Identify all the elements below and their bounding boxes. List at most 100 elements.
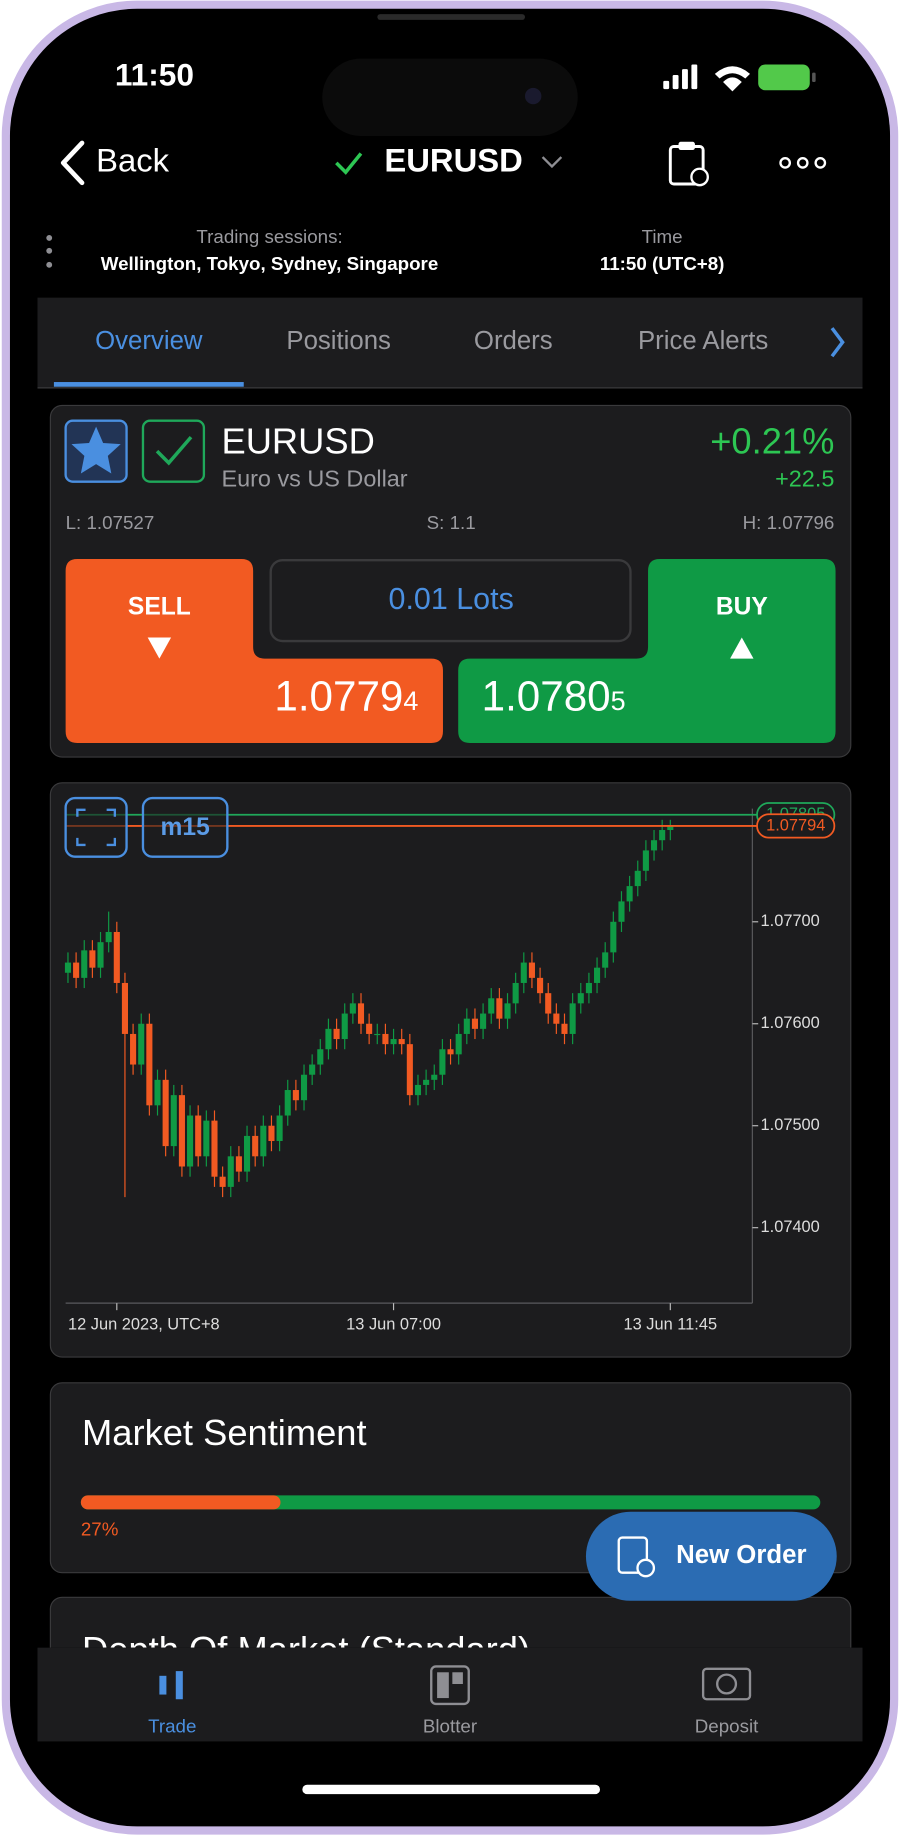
tab[interactable]: Positions <box>286 327 391 355</box>
blotter-icon <box>452 1672 463 1685</box>
deposit-tab[interactable]: Deposit <box>695 1667 759 1737</box>
timeframe-label: m15 <box>161 814 210 841</box>
candle-body <box>626 886 633 902</box>
candle-body <box>455 1033 462 1055</box>
lots-box <box>269 558 632 643</box>
price-tag-label: 1.07794 <box>766 816 825 834</box>
candle-body <box>81 950 88 978</box>
new-order-label: New Order <box>676 1541 806 1569</box>
symbol-selector[interactable]: EURUSD <box>335 142 563 179</box>
battery-icon <box>758 64 810 91</box>
candle-body <box>406 1044 413 1096</box>
candle-body <box>235 1156 242 1172</box>
deposit-icon <box>701 1667 752 1701</box>
tab[interactable]: Orders <box>474 327 553 355</box>
tab[interactable]: Price Alerts <box>638 327 768 355</box>
candle-body <box>512 982 519 1004</box>
candle-body <box>195 1115 202 1157</box>
new-order-plus <box>636 1558 656 1578</box>
blotter-tab[interactable]: Blotter <box>423 1665 477 1736</box>
candle-body <box>113 931 120 983</box>
tab-scroll[interactable] <box>830 327 845 358</box>
candle-body <box>650 840 658 851</box>
drag-handle <box>46 234 53 268</box>
candle-body <box>146 1023 153 1106</box>
candle-body <box>300 1074 308 1101</box>
enable-box <box>141 419 206 483</box>
clipboard-plus <box>690 167 709 187</box>
sell-price-pip: 4 <box>403 686 418 716</box>
content: EURUSD Euro vs US Dollar +0.21% +22.5 L:… <box>49 404 852 1670</box>
bottom-bar <box>37 1647 863 1742</box>
order-book-button[interactable] <box>668 141 709 187</box>
candle-body <box>130 1033 137 1065</box>
candle-body <box>121 982 128 1034</box>
tab-bar <box>37 297 863 388</box>
buy-price-main: 1.0780 <box>482 673 611 720</box>
speaker <box>377 14 525 20</box>
y-tick-label: 1.07600 <box>761 1014 820 1032</box>
fullscreen-box <box>64 796 128 858</box>
fullscreen-button[interactable] <box>64 796 128 858</box>
candle-body <box>333 1028 340 1040</box>
candle-body <box>211 1120 218 1177</box>
symbol-chevron <box>541 156 563 169</box>
candle-body <box>349 1003 356 1014</box>
candle-body <box>366 1023 373 1034</box>
candle-body <box>528 962 535 978</box>
star-icon <box>71 426 121 474</box>
new-order-icon <box>617 1536 649 1574</box>
y-tick-label: 1.07400 <box>761 1218 820 1236</box>
candle-body <box>73 962 80 978</box>
candle-body <box>154 1079 161 1106</box>
candle-body <box>594 967 601 983</box>
symbol-check <box>335 152 363 175</box>
candle-body <box>447 1049 454 1055</box>
enable-button[interactable] <box>141 419 206 483</box>
camera <box>525 87 542 105</box>
new-order-button[interactable]: New Order <box>585 1511 837 1601</box>
candle-body <box>317 1049 324 1065</box>
more-button[interactable] <box>779 157 827 169</box>
spread: S: 1.1 <box>427 512 476 533</box>
back-chevron <box>60 140 85 186</box>
depth-title: Depth Of Market (Standard) <box>82 1629 530 1670</box>
clipboard-clip <box>678 141 695 151</box>
sell-button[interactable]: SELL 1.07794 <box>65 558 443 743</box>
candle-body <box>642 850 649 871</box>
lots-input[interactable]: 0.01 Lots <box>269 558 632 643</box>
sessions-label: Trading sessions: <box>196 226 342 247</box>
candle-body <box>585 982 592 994</box>
favorite-button[interactable] <box>64 419 128 483</box>
candle-body <box>374 1033 381 1036</box>
timeframe-button[interactable]: m15 <box>141 796 229 858</box>
price-tag <box>756 813 836 839</box>
day-high: H: 1.07796 <box>743 512 835 533</box>
candle-body <box>268 1125 275 1142</box>
candle-body <box>284 1090 291 1116</box>
change-percent: +0.21% <box>710 421 834 462</box>
lots-value: 0.01 Lots <box>389 582 514 616</box>
trade-tab[interactable]: Trade <box>148 1671 196 1736</box>
sell-price: 1.07794 <box>274 673 418 720</box>
candlestick-chart: 1.07400 1.07500 1.07600 1.07700 12 Jun 2023,… <box>64 802 836 1334</box>
candle-body <box>618 901 625 922</box>
back-button[interactable]: Back <box>60 140 170 186</box>
sentiment-label: 27% <box>81 1518 119 1539</box>
candle-body <box>545 993 552 1014</box>
y-tick-label: 1.07700 <box>761 912 820 930</box>
symbol-title: EURUSD <box>384 142 522 179</box>
chart-card <box>49 782 852 1358</box>
depth-card <box>49 1596 852 1648</box>
change-points: +22.5 <box>775 466 834 492</box>
candle-body <box>610 921 617 953</box>
candle-body <box>439 1049 446 1075</box>
buy-button[interactable]: BUY 1.07805 <box>458 558 836 743</box>
candle-body <box>292 1090 299 1101</box>
candle-body <box>471 1018 479 1029</box>
candle-body <box>170 1095 177 1147</box>
candle-body <box>227 1156 234 1187</box>
tab[interactable]: Overview <box>95 327 203 355</box>
sell-arrow <box>147 637 172 659</box>
